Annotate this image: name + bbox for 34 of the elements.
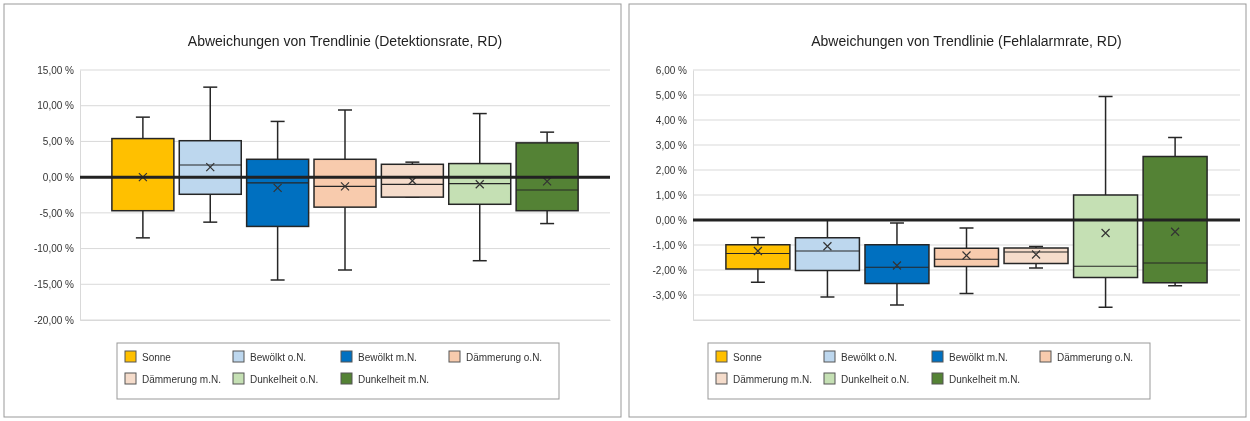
legend-label: Bewölkt o.N. — [250, 351, 307, 363]
y-tick-label: 2,00 % — [655, 164, 688, 176]
legend-label: Dämmerung o.N. — [1057, 351, 1134, 363]
y-tick-label: 1,00 % — [655, 189, 688, 201]
legend-label: Dämmerung o.N. — [466, 351, 543, 363]
y-tick-label: 10,00 % — [37, 100, 75, 112]
y-tick-label: -10,00 % — [33, 243, 75, 255]
y-tick-label: 6,00 % — [655, 64, 688, 76]
y-tick-label: 5,00 % — [42, 136, 75, 148]
y-tick-label: 0,00 % — [42, 171, 75, 183]
y-tick-label: -5,00 % — [39, 207, 75, 219]
legend-label: Bewölkt m.N. — [358, 351, 417, 363]
legend-label: Sonne — [733, 351, 763, 363]
y-tick-label: 3,00 % — [655, 139, 688, 151]
legend-label: Dunkelheit m.N. — [358, 373, 430, 385]
legend-label: Bewölkt m.N. — [949, 351, 1008, 363]
chart-title: Abweichungen von Trendlinie (Detektionsrate, RD) — [187, 33, 503, 49]
y-tick-label: -1,00 % — [652, 239, 688, 251]
y-tick-label: 15,00 % — [37, 64, 75, 76]
legend-label: Dunkelheit o.N. — [841, 373, 910, 385]
y-tick-label: -2,00 % — [652, 264, 688, 276]
legend-label: Dunkelheit m.N. — [949, 373, 1021, 385]
y-tick-label: 0,00 % — [655, 214, 688, 226]
legend-label: Bewölkt o.N. — [841, 351, 898, 363]
legend-label: Dämmerung m.N. — [733, 373, 812, 385]
legend-label: Sonne — [142, 351, 172, 363]
y-tick-label: 5,00 % — [655, 89, 688, 101]
legend-label: Dämmerung m.N. — [142, 373, 221, 385]
y-tick-label: -20,00 % — [33, 314, 75, 326]
y-tick-label: -15,00 % — [33, 278, 75, 290]
chart-title: Abweichungen von Trendlinie (Fehlalarmrate, RD) — [811, 33, 1122, 49]
y-tick-label: -3,00 % — [652, 289, 688, 301]
y-tick-label: 4,00 % — [655, 114, 688, 126]
legend-label: Dunkelheit o.N. — [250, 373, 319, 385]
